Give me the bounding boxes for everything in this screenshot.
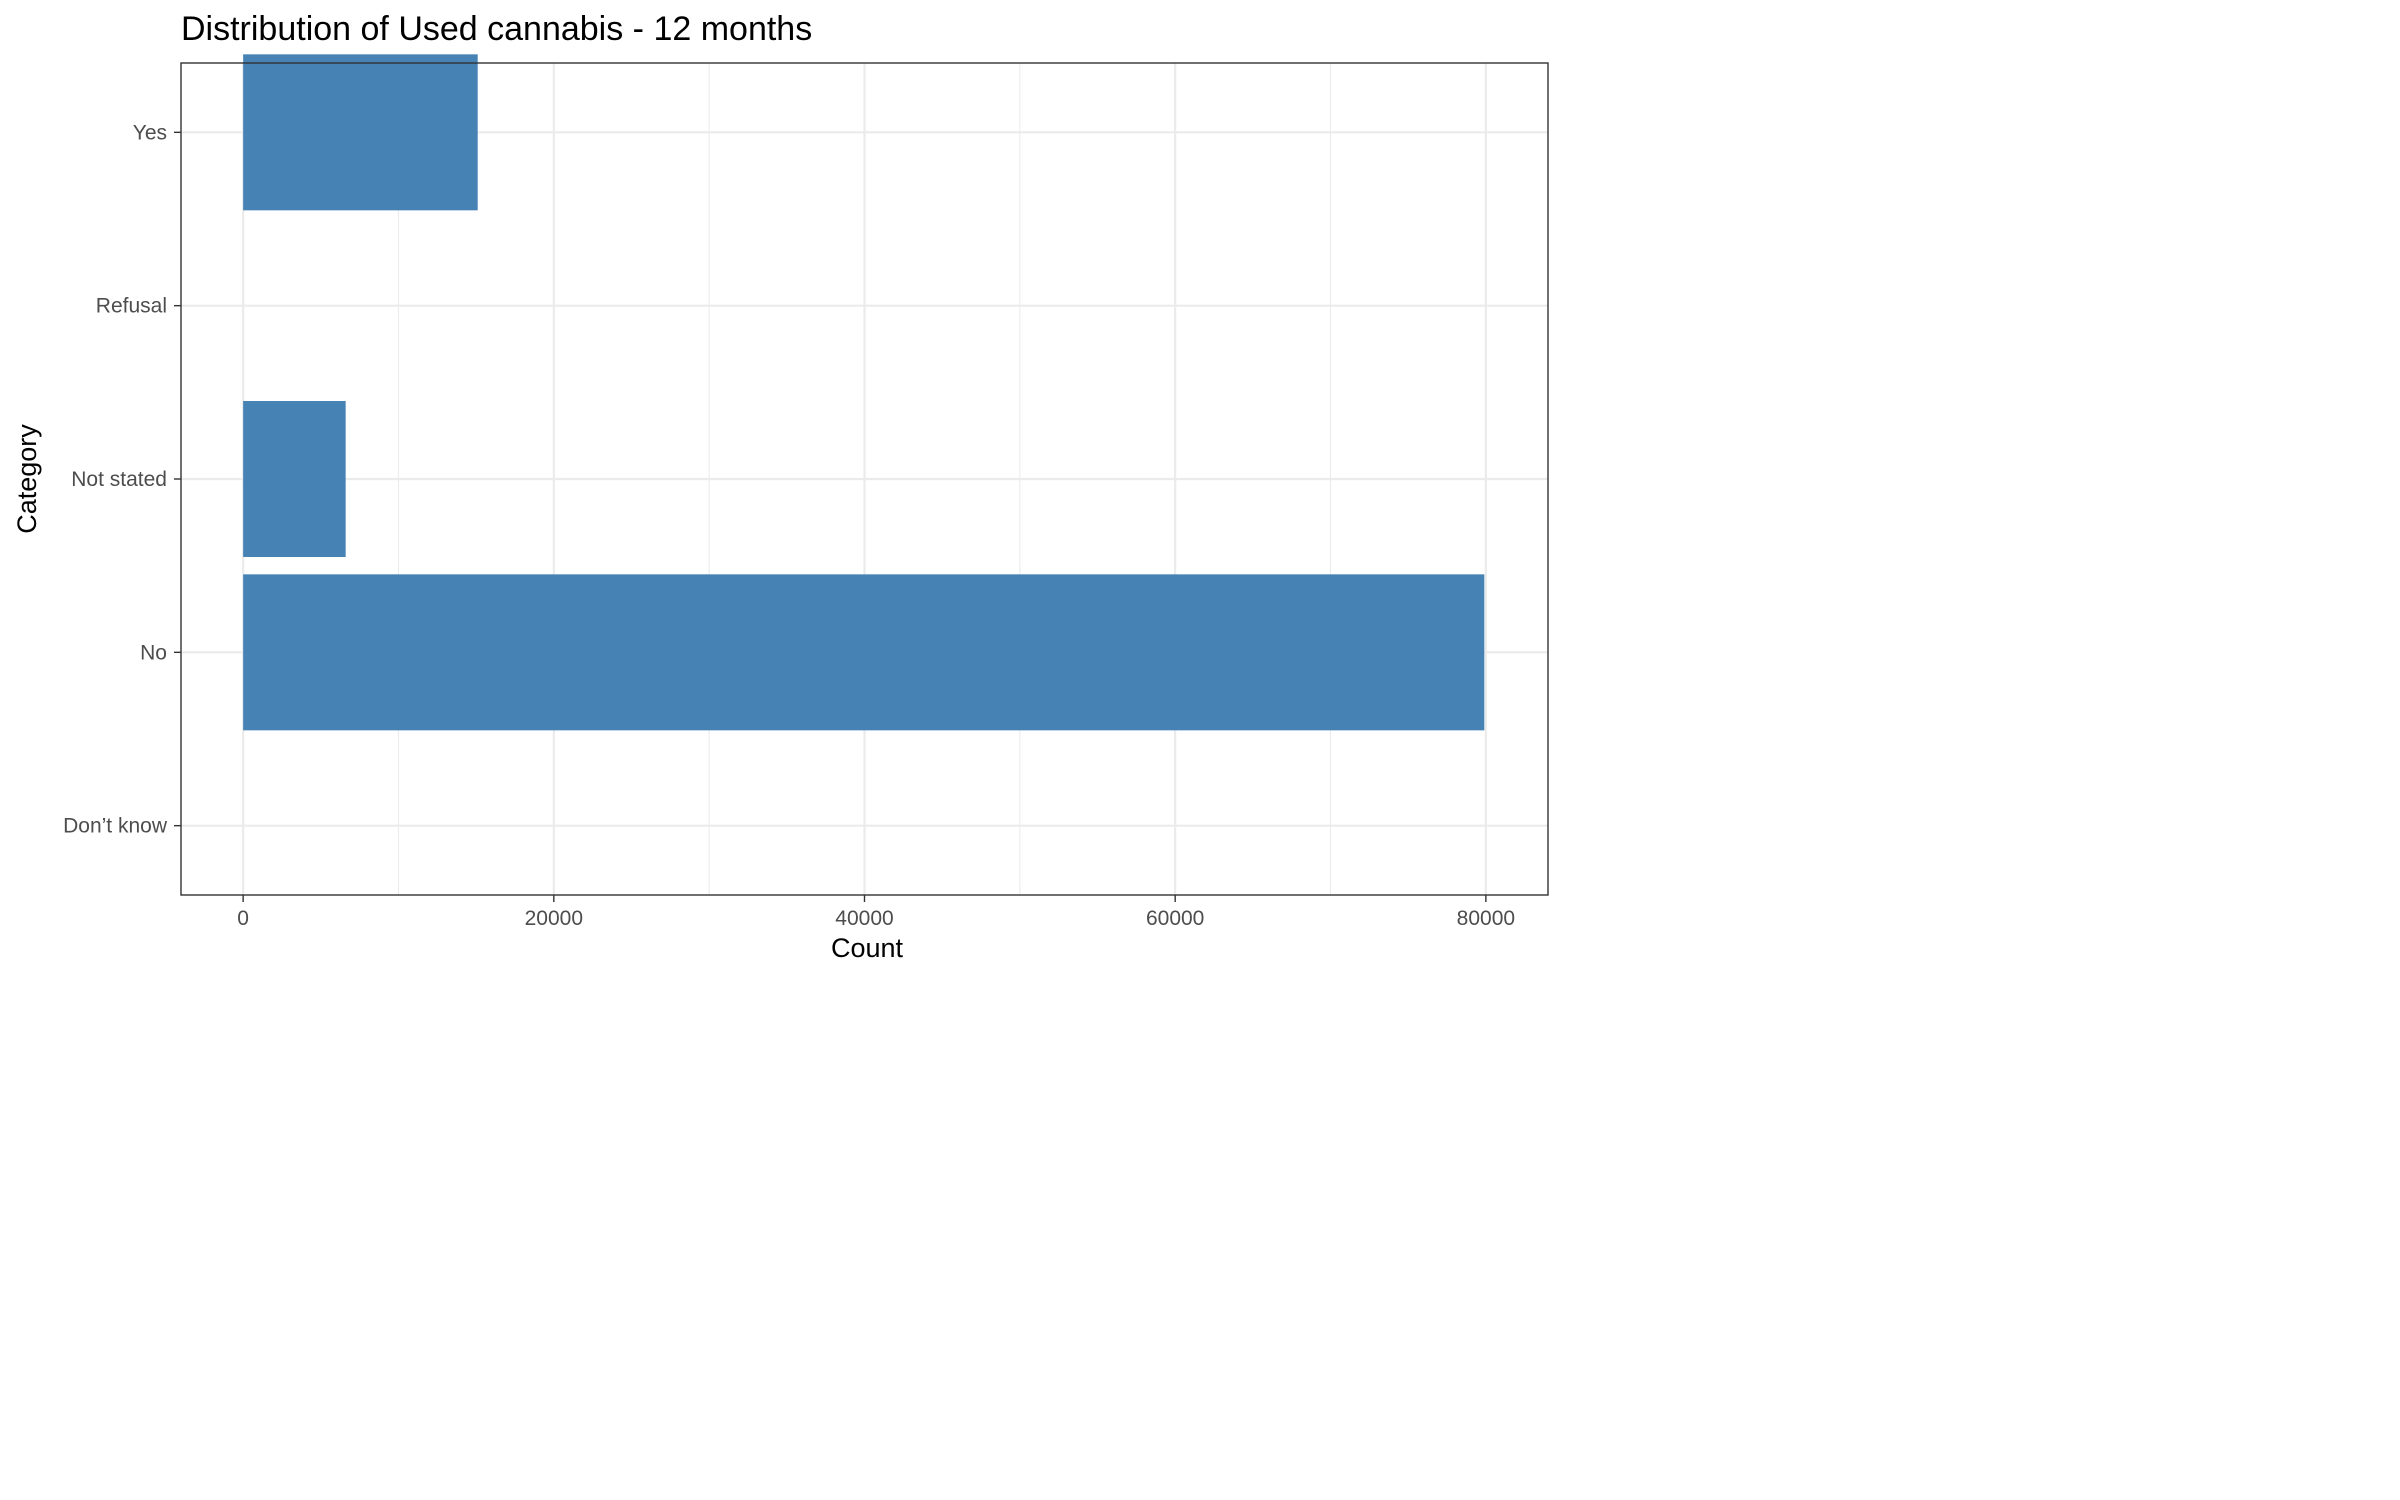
y-tick-label: Refusal — [96, 295, 167, 318]
y-axis: Don’t know No Not stated Refusal Yes — [63, 121, 181, 838]
y-tick-label: Not stated — [71, 468, 167, 491]
bars — [243, 54, 1485, 731]
y-tick-label: No — [140, 641, 167, 664]
x-tick-label: 20000 — [525, 907, 583, 930]
chart-title: Distribution of Used cannabis - 12 month… — [181, 10, 812, 48]
x-axis: 0 20000 40000 60000 80000 — [237, 895, 1515, 930]
y-tick-label: Don’t know — [63, 815, 168, 838]
y-axis-title: Category — [12, 424, 42, 534]
chart-canvas: Distribution of Used cannabis - 12 month… — [12, 10, 1549, 963]
bar — [243, 54, 478, 211]
x-tick-label: 80000 — [1457, 907, 1515, 930]
y-tick-label: Yes — [133, 121, 167, 144]
x-tick-label: 40000 — [835, 907, 893, 930]
x-axis-title: Count — [831, 933, 904, 963]
x-tick-label: 60000 — [1146, 907, 1204, 930]
x-tick-label: 0 — [237, 907, 249, 930]
bar — [243, 401, 346, 557]
bar — [243, 574, 1485, 731]
